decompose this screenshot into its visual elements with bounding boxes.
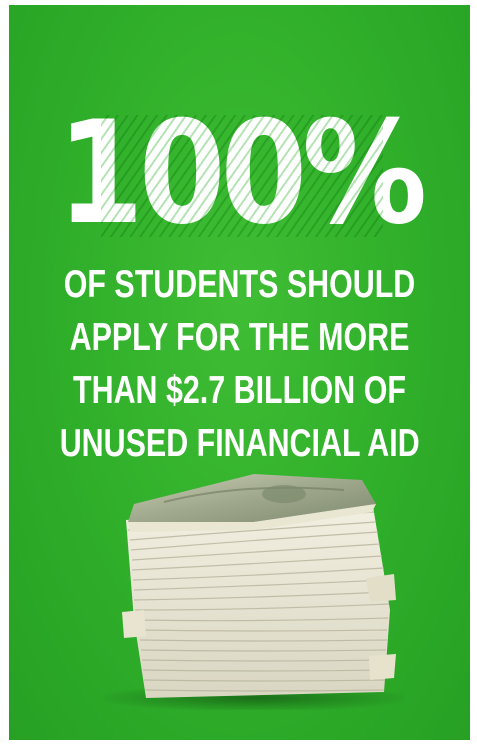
subline-1: OF STUDENTS SHOULD: [63, 263, 416, 306]
subline-4: UNUSED FINANCIAL AID: [59, 422, 420, 465]
subline-2: APPLY FOR THE MORE: [69, 316, 410, 359]
subline-3: THAN $2.7 BILLION OF: [73, 369, 406, 412]
headline-percentage: 100%: [57, 91, 427, 256]
money-stack-image: [104, 474, 404, 710]
financial-aid-poster: 100% OF STUDENTS SHOULD APPLY FOR THE MO…: [9, 5, 470, 740]
